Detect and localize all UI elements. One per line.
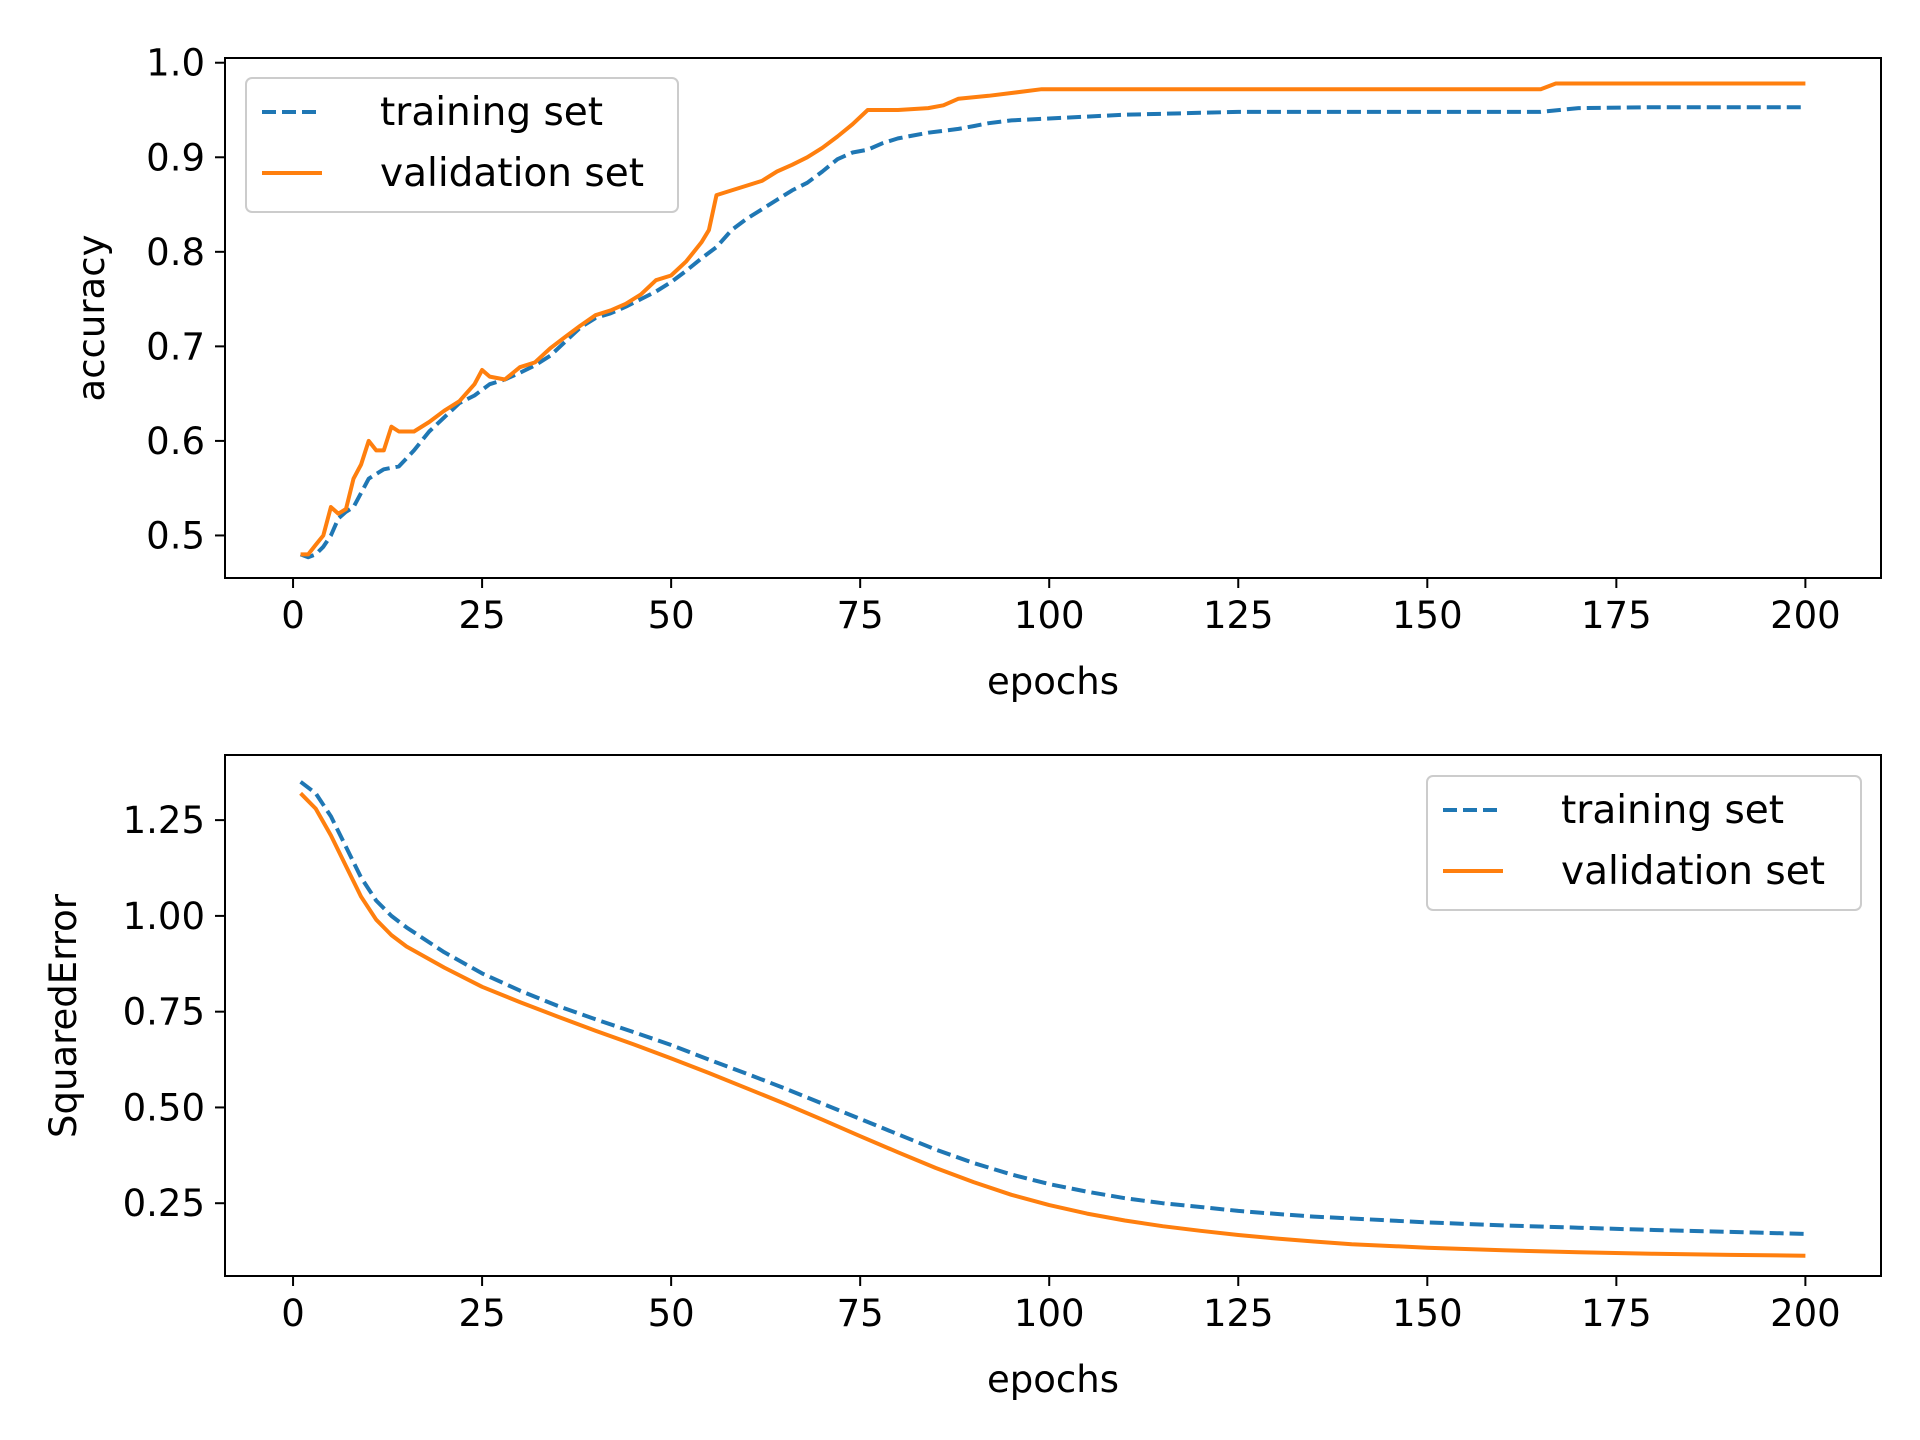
accuracy-y-tick-label: 0.5 (146, 514, 205, 557)
squared-error-x-tick-label: 125 (1203, 1292, 1274, 1335)
squared-error-x-tick-label: 200 (1770, 1292, 1841, 1335)
accuracy-y-tick-label: 0.8 (146, 231, 205, 274)
accuracy-x-ticks: 0 25 50 75 100 125 150 175 200 (281, 578, 1841, 637)
squared-error-legend-training-label: training set (1561, 788, 1784, 833)
squared-error-x-tick-label: 0 (281, 1292, 305, 1335)
squared-error-x-tick-label: 150 (1392, 1292, 1463, 1335)
accuracy-x-tick-label: 125 (1203, 594, 1274, 637)
accuracy-x-tick-label: 175 (1581, 594, 1652, 637)
squared-error-y-axis-label: SquaredError (42, 893, 85, 1138)
squared-error-legend: training set validation set (1426, 775, 1862, 911)
accuracy-y-tick-label: 1.0 (146, 42, 205, 85)
accuracy-series-training-line (299, 105, 1806, 560)
squared-error-y-tick-label: 1.00 (123, 895, 205, 938)
accuracy-x-tick-label: 25 (459, 594, 506, 637)
squared-error-x-tick-label: 100 (1014, 1292, 1085, 1335)
accuracy-legend: training set validation set (245, 77, 679, 213)
squared-error-y-tick-label: 0.50 (123, 1086, 205, 1129)
squared-error-y-ticks: 0.25 0.50 0.75 1.00 1.25 (123, 799, 225, 1225)
squared-error-x-tick-label: 175 (1581, 1292, 1652, 1335)
squared-error-x-tick-label: 25 (459, 1292, 506, 1335)
accuracy-plot-frame (224, 57, 1882, 579)
squared-error-y-tick-label: 1.25 (123, 799, 205, 842)
squared-error-series-validation-line (299, 791, 1806, 1258)
accuracy-x-tick-label: 75 (837, 594, 884, 637)
squared-error-legend-validation-label: validation set (1561, 849, 1825, 894)
squared-error-y-tick-label: 0.25 (123, 1182, 205, 1225)
squared-error-lines (299, 780, 1806, 1258)
accuracy-x-tick-label: 150 (1392, 594, 1463, 637)
accuracy-x-tick-label: 200 (1770, 594, 1841, 637)
accuracy-lines (299, 81, 1806, 560)
squared-error-x-ticks: 0 25 50 75 100 125 150 175 200 (281, 1276, 1841, 1335)
squared-error-y-tick-label: 0.75 (123, 991, 205, 1034)
squared-error-x-tick-label: 50 (648, 1292, 695, 1335)
accuracy-y-tick-label: 0.7 (146, 325, 205, 368)
squared-error-legend-box (1426, 775, 1862, 911)
squared-error-x-tick-label: 75 (837, 1292, 884, 1335)
accuracy-y-axis-label: accuracy (70, 235, 113, 402)
squared-error-series-training-line (299, 780, 1806, 1236)
accuracy-legend-training-label: training set (380, 90, 603, 135)
accuracy-x-tick-label: 100 (1014, 594, 1085, 637)
accuracy-series-validation-line (300, 81, 1806, 557)
squared-error-x-axis-label: epochs (987, 1358, 1119, 1401)
accuracy-y-tick-label: 0.6 (146, 420, 205, 463)
accuracy-x-tick-label: 0 (281, 594, 305, 637)
accuracy-x-axis-label: epochs (987, 660, 1119, 703)
accuracy-y-ticks: 0.5 0.6 0.7 0.8 0.9 1.0 (146, 42, 225, 557)
accuracy-x-tick-label: 50 (648, 594, 695, 637)
accuracy-legend-validation-label: validation set (380, 151, 644, 196)
accuracy-y-tick-label: 0.9 (146, 136, 205, 179)
squared-error-plot-frame (224, 754, 1882, 1277)
squared-error-plot: 0 25 50 75 100 125 150 175 200 0.25 0.50 0.75 1.00 1… (42, 754, 1882, 1401)
accuracy-legend-box (245, 77, 679, 213)
accuracy-plot: 0 25 50 75 100 125 150 175 200 0.5 0.6 0.7 0.8 0.9 1.… (70, 42, 1882, 703)
